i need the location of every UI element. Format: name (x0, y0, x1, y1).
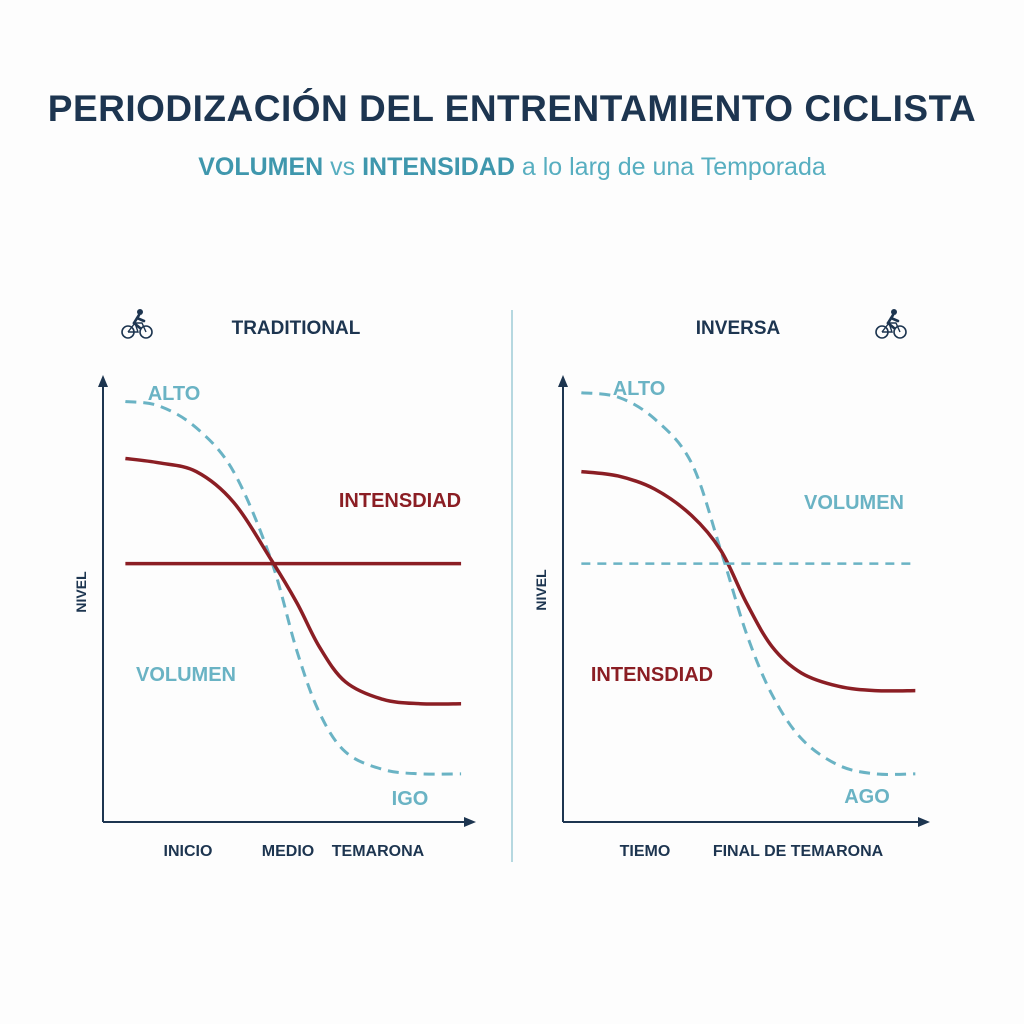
x-tick-label: INICIO (164, 843, 213, 860)
subtitle-intensity: INTENSIDAD (362, 153, 515, 181)
top-label: ALTO (148, 383, 201, 405)
bottom-label: AGO (844, 786, 890, 808)
top-label: ALTO (613, 378, 666, 400)
x-tick-label: TEMARONA (332, 843, 425, 860)
intensity-series-label: INTENSDIAD (591, 664, 713, 686)
x-tick-label: FINAL DE TEMARONA (713, 843, 884, 860)
panel-inversa: INVERSA NIVEL ALTO VOLUMEN INTENSDIAD AG… (533, 307, 930, 860)
intensity-line (581, 469, 916, 693)
volume-line (581, 391, 916, 776)
chart-subtitle: VOLUMEN vs INTENSIDAD a lo larg de una T… (0, 153, 1024, 182)
y-axis-arrow (558, 375, 568, 387)
subtitle-rest: a lo larg de una Temporada (514, 153, 826, 181)
intensity-line (125, 456, 462, 706)
chart-title: PERIODIZACIÓN DEL ENTRENTAMIENTO CICLIST… (47, 88, 977, 129)
panel-title: INVERSA (696, 318, 781, 339)
x-tick-label: TIEMO (620, 843, 671, 860)
y-axis-label: NIVEL (73, 571, 89, 613)
y-axis-arrow (98, 375, 108, 387)
intensity-series-label: INTENSDIAD (339, 490, 461, 512)
subtitle-vs: vs (323, 153, 363, 181)
x-axis-arrow (464, 817, 476, 827)
subtitle-volume: VOLUMEN (198, 153, 324, 181)
volume-series-label: VOLUMEN (136, 664, 236, 686)
x-axis-arrow (918, 817, 930, 827)
panel-traditional: TRADITIONAL NIVEL ALTO INTENSDIAD VOLUME… (73, 307, 476, 860)
volume-series-label: VOLUMEN (804, 492, 904, 514)
x-tick-label: MEDIO (262, 843, 314, 860)
panel-title: TRADITIONAL (232, 318, 361, 339)
cyclist-icon (874, 307, 908, 340)
bottom-label: IGO (392, 788, 429, 810)
cyclist-icon (120, 307, 154, 340)
volume-line (125, 400, 462, 776)
y-axis-label: NIVEL (533, 569, 549, 611)
